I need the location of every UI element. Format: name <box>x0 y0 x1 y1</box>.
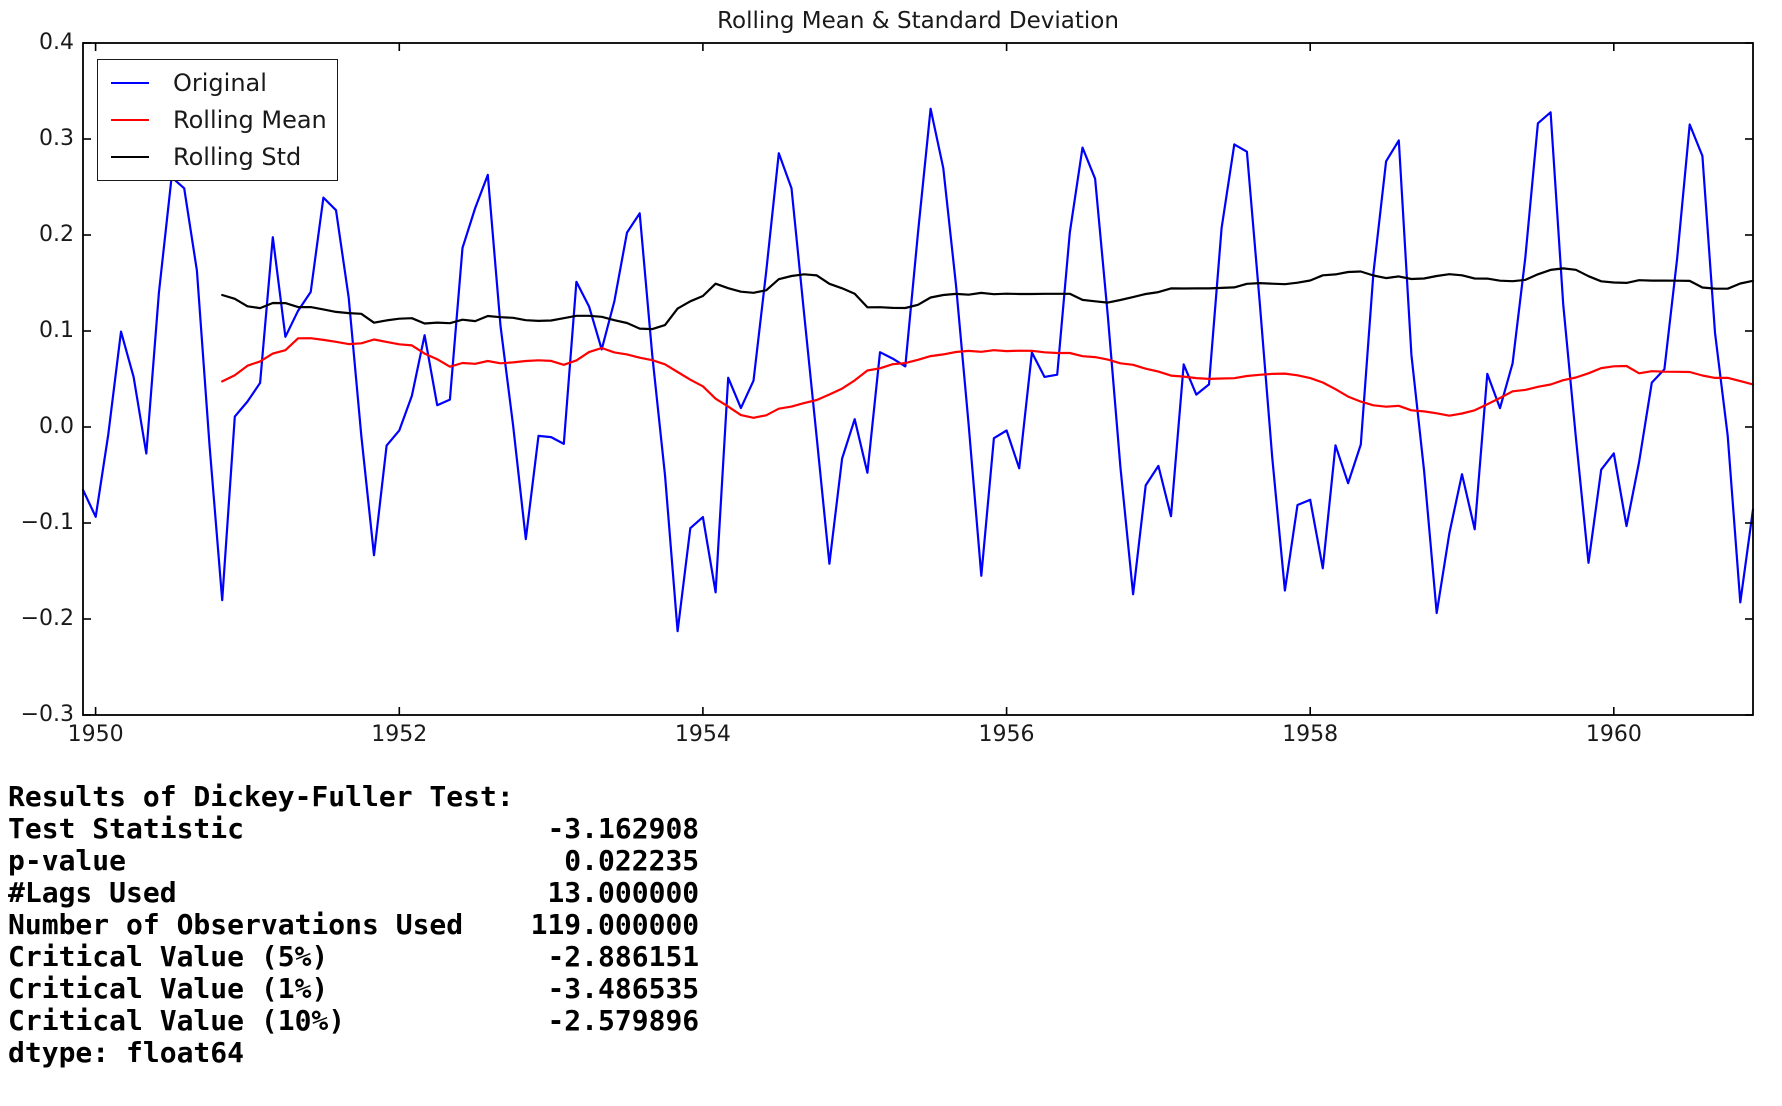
axes-frame <box>82 42 1754 716</box>
series-line-rolling-std <box>221 267 1755 331</box>
legend-item-rolling-mean: Rolling Mean <box>98 103 337 137</box>
legend-line-sample-original <box>111 81 149 84</box>
x-tick-label: 1950 <box>67 722 124 747</box>
y-tick-label: 0.0 <box>39 414 74 439</box>
legend-item-original: Original <box>98 66 337 100</box>
df-result-row: p-value 0.022235 <box>8 844 700 877</box>
x-tick-label: 1956 <box>978 722 1035 747</box>
series-line-rolling-mean <box>221 337 1755 419</box>
x-tick-label: 1960 <box>1585 722 1642 747</box>
series-line-original <box>81 107 1755 633</box>
df-result-row: Test Statistic -3.162908 <box>8 812 700 845</box>
y-tick-label: 0.1 <box>39 318 74 343</box>
y-tick-label: 0.3 <box>39 126 74 151</box>
df-header: Results of Dickey-Fuller Test: <box>8 780 514 813</box>
legend-item-rolling-std: Rolling Std <box>98 140 337 174</box>
chart-title: Rolling Mean & Standard Deviation <box>717 8 1119 34</box>
y-tick-label: −0.2 <box>20 606 74 631</box>
x-tick-label: 1954 <box>674 722 731 747</box>
df-result-row: Number of Observations Used 119.000000 <box>8 908 700 941</box>
legend-line-sample-rolling-std <box>111 156 149 159</box>
legend-label: Rolling Mean <box>173 105 327 134</box>
legend-label: Original <box>173 68 267 97</box>
df-result-row: Critical Value (1%) -3.486535 <box>8 972 700 1005</box>
x-tick-label: 1958 <box>1282 722 1339 747</box>
df-dtype-line: dtype: float64 <box>8 1036 245 1069</box>
y-tick-label: 0.2 <box>39 222 74 247</box>
x-tick-label: 1952 <box>371 722 428 747</box>
y-tick-label: −0.1 <box>20 510 74 535</box>
legend-line-sample-rolling-mean <box>111 118 149 121</box>
y-tick-label: −0.3 <box>20 702 74 727</box>
legend-label: Rolling Std <box>173 143 302 172</box>
df-result-row: #Lags Used 13.000000 <box>8 876 700 909</box>
dickey-fuller-output: Results of Dickey-Fuller Test: Test Stati… <box>8 781 699 1069</box>
chart-legend: Original Rolling Mean Rolling Std <box>97 59 338 181</box>
rolling-stats-chart <box>81 42 1755 716</box>
y-tick-label: 0.4 <box>39 30 74 55</box>
df-result-row: Critical Value (10%) -2.579896 <box>8 1004 700 1037</box>
df-result-row: Critical Value (5%) -2.886151 <box>8 940 700 973</box>
